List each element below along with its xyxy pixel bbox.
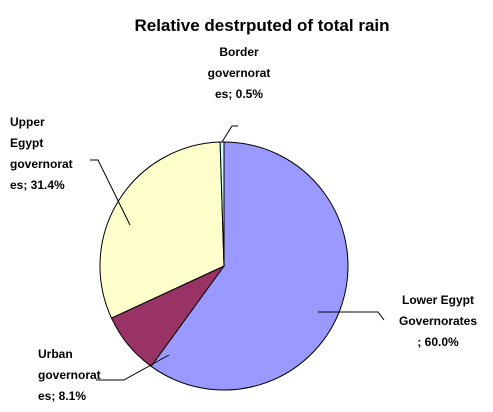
leader-line	[90, 159, 131, 226]
slice-label: Urban governorat es; 8.1%	[38, 347, 101, 403]
leader-line	[96, 354, 170, 381]
chart-title: Relative destrputed of total rain	[134, 16, 389, 35]
pie-slice	[150, 141, 349, 391]
leader-line	[318, 311, 385, 321]
slice-labels: Lower Egypt Governorates; 60.0% Urban gover…	[10, 45, 477, 403]
label-leaders	[90, 125, 385, 381]
leader-line	[221, 125, 238, 143]
slice-label: Lower Egypt Governorates; 60.0%	[399, 293, 477, 349]
slice-label: Border governorat es; 0.5%	[208, 45, 271, 101]
slice-label: Upper Egypt governorat es; 31.4%	[10, 115, 73, 192]
pie-slices	[99, 141, 349, 391]
